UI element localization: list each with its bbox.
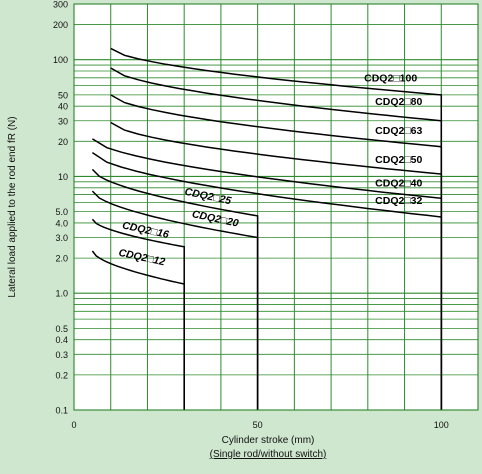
series-label-3: CDQ2□50	[375, 154, 422, 166]
y-tick-label: 0.2	[55, 370, 68, 380]
y-tick-labels: 300 200 100 50 40 30 20 10 5.04.0 3.0 2.0 1.0 0.50.4…	[53, 0, 68, 416]
series-line-4	[92, 138, 443, 410]
series-line-5	[91, 151, 443, 410]
y-tick-label: 2.0	[55, 254, 68, 264]
plot-border	[73, 3, 479, 411]
y-tick-label: 0.5	[55, 324, 68, 334]
series-line-3	[110, 121, 443, 410]
y-tick-label: 300	[53, 0, 68, 10]
series-line-6	[91, 168, 259, 410]
y-tick-label: 100	[53, 55, 68, 65]
series-label-0: CDQ2□100	[364, 73, 417, 85]
series-line-9	[91, 250, 185, 410]
y-tick-label: 5.0	[55, 207, 68, 217]
x-tick-label: 0	[71, 420, 76, 430]
y-tick-label: 200	[53, 20, 68, 30]
y-tick-label: 40	[58, 102, 68, 112]
x-tick-labels: 0 50 100	[71, 420, 448, 430]
y-tick-label: 0.1	[55, 406, 68, 416]
y-tick-label: 1.0	[55, 289, 68, 299]
y-tick-label: 0.4	[55, 335, 68, 345]
series-line-7	[91, 190, 259, 410]
x-axis-sublabel: (Single rod/without switch)	[210, 449, 327, 460]
series-label-1: CDQ2□80	[375, 96, 422, 108]
y-tick-label: 20	[58, 137, 68, 147]
series-label-4: CDQ2□40	[375, 178, 422, 190]
y-tick-label: 30	[58, 116, 68, 126]
x-tick-label: 50	[253, 420, 263, 430]
x-tick-label: 100	[434, 420, 449, 430]
y-tick-label: 0.3	[55, 350, 68, 360]
x-axis-label: Cylinder stroke (mm)	[222, 435, 315, 446]
y-tick-label: 50	[58, 90, 68, 100]
series-label-5: CDQ2□32	[375, 195, 422, 207]
series-label-2: CDQ2□63	[375, 125, 422, 137]
series-line-0	[110, 47, 443, 410]
series-lines	[91, 47, 443, 410]
y-tick-label: 4.0	[55, 218, 68, 228]
plot-area	[74, 4, 478, 410]
y-tick-label: 10	[58, 172, 68, 182]
series-line-1	[110, 67, 443, 410]
series-line-2	[110, 94, 443, 410]
y-tick-label: 3.0	[55, 233, 68, 243]
series-line-8	[91, 218, 185, 410]
y-axis-label: Lateral load applied to the rod end fR (…	[7, 116, 18, 297]
